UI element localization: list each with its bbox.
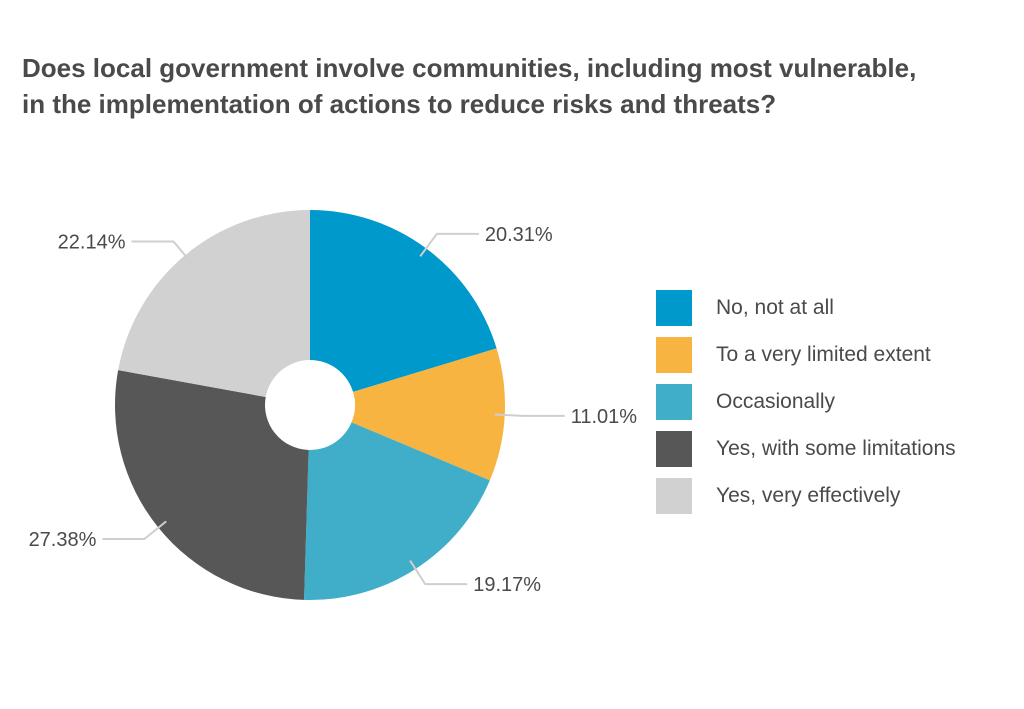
legend-item-no-not-at-all: No, not at all bbox=[656, 290, 956, 326]
pie-slice-occasionally bbox=[304, 422, 490, 600]
chart-title-line-1: Does local government involve communitie… bbox=[22, 53, 917, 83]
pie-slice-no-not-at-all bbox=[310, 210, 497, 392]
leader-line-yes-very-effectively bbox=[131, 240, 193, 264]
legend-item-occasionally: Occasionally bbox=[656, 384, 956, 420]
pie-slice-yes-with-some-limitations bbox=[114, 370, 309, 600]
data-label-no-not-at-all: 20.31% bbox=[485, 224, 553, 246]
legend-swatch bbox=[656, 478, 692, 514]
legend-label: Yes, with some limitations bbox=[716, 437, 956, 460]
pie-slice-yes-very-effectively bbox=[118, 210, 310, 397]
legend-item-to-a-very-limited-extent: To a very limited extent bbox=[656, 337, 956, 373]
data-label-yes-with-some-limitations: 27.38% bbox=[29, 529, 97, 551]
legend-item-yes-very-effectively: Yes, very effectively bbox=[656, 478, 956, 514]
leader-line-occasionally bbox=[409, 560, 468, 586]
legend-swatch bbox=[656, 337, 692, 373]
data-labels: 20.31% 11.01% 19.17% 27.38% 22.14% bbox=[29, 224, 638, 596]
legend-label: To a very limited extent bbox=[716, 343, 931, 366]
chart-title: Does local government involve communitie… bbox=[22, 50, 1012, 122]
legend-label: Occasionally bbox=[716, 390, 836, 413]
data-label-yes-very-effectively: 22.14% bbox=[58, 231, 126, 253]
legend-swatch bbox=[656, 290, 692, 326]
legend-swatch bbox=[656, 431, 692, 467]
data-label-occasionally: 19.17% bbox=[473, 574, 541, 596]
legend-label: Yes, very effectively bbox=[716, 484, 901, 507]
legend-swatch bbox=[656, 384, 692, 420]
leader-line-no-not-at-all bbox=[419, 232, 479, 257]
legend: No, not at all To a very limited extent Oc… bbox=[656, 290, 956, 525]
legend-label: No, not at all bbox=[716, 296, 834, 319]
pie-slices bbox=[114, 210, 505, 600]
chart-title-line-2: in the implementation of actions to redu… bbox=[22, 89, 777, 119]
leader-line-to-a-very-limited-extent bbox=[494, 413, 565, 417]
data-label-to-a-very-limited-extent: 11.01% bbox=[571, 406, 638, 428]
pie-slice-to-a-very-limited-extent bbox=[351, 348, 505, 481]
leader-lines bbox=[102, 232, 565, 586]
leader-line-yes-with-some-limitations bbox=[102, 520, 167, 540]
legend-item-yes-with-some-limitations: Yes, with some limitations bbox=[656, 431, 956, 467]
